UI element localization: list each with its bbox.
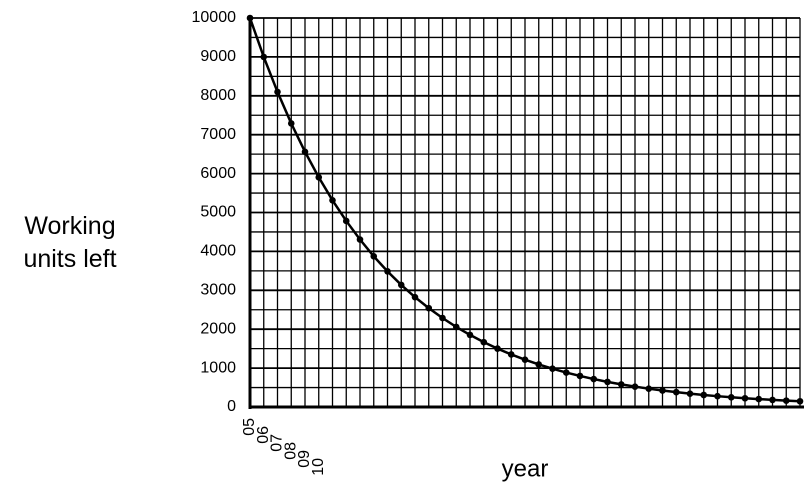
y-tick-label: 1000: [200, 359, 236, 376]
y-tick-label: 9000: [200, 48, 236, 65]
point: [301, 148, 309, 156]
y-tick-label: 10000: [192, 9, 237, 26]
point: [480, 338, 488, 346]
point: [535, 361, 543, 368]
point: [686, 390, 694, 397]
point: [741, 394, 749, 402]
point: [769, 396, 776, 404]
point: [617, 381, 625, 388]
point: [342, 217, 350, 225]
point: [507, 351, 515, 358]
point: [672, 388, 680, 396]
point: [796, 397, 804, 405]
y-tick-label: 0: [227, 398, 236, 415]
point: [329, 196, 336, 204]
point: [452, 323, 460, 331]
x-axis-label: year: [502, 455, 549, 482]
x-tick-label: 07: [269, 434, 286, 452]
point: [604, 378, 611, 386]
y-tick-label: 7000: [200, 126, 236, 143]
point: [631, 383, 639, 390]
x-tick-label: 05: [241, 418, 258, 436]
point: [714, 392, 721, 400]
y-tick-label: 2000: [200, 320, 236, 337]
y-tick-label: 5000: [200, 204, 236, 221]
x-tick-label: 09: [296, 450, 313, 468]
point: [782, 397, 790, 404]
point: [590, 375, 598, 383]
point: [260, 53, 268, 61]
point: [384, 268, 391, 275]
point: [727, 393, 735, 401]
y-tick-label: 4000: [200, 243, 236, 260]
y-tick-label: 6000: [200, 165, 236, 182]
point: [274, 88, 281, 96]
y-tick-label: 3000: [200, 282, 236, 299]
point: [659, 387, 666, 394]
x-tick-label: 10: [310, 458, 327, 476]
point: [439, 314, 446, 322]
point: [370, 253, 378, 260]
point: [397, 281, 405, 289]
point: [411, 293, 419, 301]
y-tick-label: 8000: [200, 87, 236, 104]
point: [494, 345, 501, 352]
point: [576, 372, 584, 380]
x-tick-label: 06: [255, 426, 272, 444]
point: [700, 391, 708, 399]
point: [246, 14, 254, 22]
point: [645, 385, 653, 392]
point: [562, 369, 570, 376]
point: [755, 395, 763, 403]
point: [356, 236, 364, 243]
point: [521, 356, 529, 363]
point: [466, 331, 474, 339]
point: [287, 120, 295, 127]
x-tick-label: 08: [282, 442, 299, 460]
y-axis-label: Working units left: [23, 212, 117, 273]
point: [425, 304, 433, 312]
point: [315, 173, 323, 181]
point: [549, 365, 556, 372]
